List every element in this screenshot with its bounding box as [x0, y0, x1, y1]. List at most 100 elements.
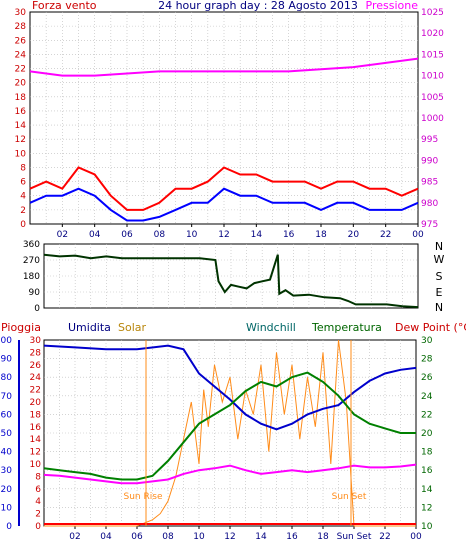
panel3-solar-tick-label: 8 [35, 472, 41, 482]
panel3-right-tick-label: 26 [421, 373, 433, 383]
panel1-left-tick-label: 12 [15, 135, 26, 145]
panel1-right-tick-label: 1025 [421, 8, 444, 18]
panel3-right-tick-label: 20 [421, 429, 433, 439]
panel3-series-line-0 [43, 344, 417, 431]
panel3-right-axis: 10 12 14 16 18 20 22 24 26 28 30 [421, 336, 433, 532]
panel1-series [29, 57, 419, 222]
panel3-series-line-2 [43, 463, 417, 485]
panel3-grid [44, 340, 416, 526]
panel3-x-tick-label: 04 [100, 532, 112, 542]
panel3-solar-tick-label: 30 [30, 336, 42, 346]
panel3-umidita-tick-label: 50 [1, 429, 13, 439]
panel3-solar-tick-label: 26 [30, 361, 42, 371]
panel3-umidita-tick-label: 90 [1, 355, 13, 365]
panel3-umidita-tick-label: 30 [1, 466, 13, 476]
panel1-left-tick-label: 8 [20, 163, 26, 173]
panel2-left-tick-label: 180 [23, 272, 40, 282]
panel3-right-tick-label: 10 [421, 522, 433, 532]
panel3-solar-tick-label: 4 [35, 497, 41, 507]
panel3-x-tick-label: 18 [317, 532, 329, 542]
panel1-x-tick-label: 04 [89, 230, 101, 240]
panel1-x-axis: 02 04 06 08 10 12 14 16 18 20 22 00 [57, 224, 424, 240]
panel1-x-tick-label: 18 [315, 230, 327, 240]
panel1-left-tick-label: 16 [15, 107, 27, 117]
panel2-direction-label: N [435, 301, 443, 314]
panel3-x-tick-label: 10 [193, 532, 205, 542]
panel3-series-line-1 [43, 371, 416, 481]
panel3-x-tick-label: 00 [410, 532, 422, 542]
panel2-left-tick-label: 0 [34, 304, 40, 314]
panel3-solar-tick-label: 14 [30, 435, 42, 445]
panel1-right-tick-label: 1020 [421, 29, 444, 39]
panel1-left-tick-label: 10 [15, 149, 27, 159]
panel1-x-tick-label: 08 [154, 230, 166, 240]
panel1-left-tick-label: 30 [15, 8, 27, 18]
panel1-title: 24 hour graph day : 28 Agosto 2013 [158, 0, 358, 12]
panel1-left-tick-label: 22 [15, 65, 26, 75]
panel1-right-tick-label: 1000 [421, 114, 444, 124]
panel1-left-tick-label: 6 [20, 178, 26, 188]
panel3-x-tick-label: Sun Set [337, 532, 372, 542]
panel3-umidita-tick-label: 70 [1, 392, 13, 402]
panel3-umidita-tick-label: 0 [6, 522, 12, 532]
panel1-right-tick-label: 990 [421, 156, 438, 166]
panel3-solar-tick-label: 0 [35, 522, 41, 532]
panel3-annotations: Sun Rise Sun Set [124, 492, 367, 502]
panel2-left-tick-label: 270 [23, 256, 40, 266]
panel3-solar-tick-label: 22 [30, 386, 41, 396]
panel3-umidita-axis: 0 10 20 30 40 50 60 70 80 90 100 [0, 336, 20, 532]
panel1-x-tick-label: 16 [283, 230, 295, 240]
panel2-left-tick-label: 90 [29, 288, 41, 298]
panel3-umidita-tick-label: 80 [1, 373, 13, 383]
panel3-solar-tick-label: 2 [35, 510, 41, 520]
panel1-x-tick-label: 02 [57, 230, 68, 240]
panel3-umidita-tick-label: 10 [1, 503, 13, 513]
panel3-x-tick-label: 12 [224, 532, 235, 542]
panel2-direction-label: E [436, 286, 443, 299]
panel3-umidita-tick-label: 40 [1, 448, 13, 458]
panel3-x-tick-label: 06 [131, 532, 143, 542]
panel3-series-label: Umidita [68, 321, 111, 334]
panel1-x-tick-label: 14 [251, 230, 263, 240]
panel1-right-tick-label: 985 [421, 178, 438, 188]
panel3-solar-tick-label: 10 [30, 460, 42, 470]
panel2-direction-label: N [435, 240, 443, 253]
panel3-series-label: Solar [118, 321, 147, 334]
panel1-x-tick-label: 20 [348, 230, 360, 240]
panel1-right-tick-label: 1010 [421, 72, 444, 82]
panel1-right-tick-label: 975 [421, 220, 438, 230]
panel3-series-line-3 [44, 339, 416, 527]
panel3-series-label: Temperatura [311, 321, 382, 334]
panel1-left-tick-label: 2 [20, 206, 26, 216]
panel3-umidita-tick-label: 20 [1, 485, 13, 495]
panel3-x-tick-label: 22 [379, 532, 390, 542]
panel3-x-tick-label: 08 [162, 532, 174, 542]
panel1-left-tick-label: 26 [15, 36, 27, 46]
panel1-right-tick-label: 1005 [421, 93, 444, 103]
panel2-series-line-0 [43, 253, 419, 309]
panel3-series-labels: Pioggia Umidita Solar Windchill Temperatura D… [1, 321, 466, 334]
panel3-solar-tick-label: 6 [35, 485, 41, 495]
panel1-left-tick-label: 18 [15, 93, 27, 103]
panel3-umidita-tick-label: 100 [0, 336, 12, 346]
panel1-right-tick-label: 995 [421, 135, 438, 145]
panel2-direction-label: W [434, 253, 445, 266]
panel3-solar-tick-label: 12 [30, 448, 41, 458]
panel1-right-label: Pressione [366, 0, 419, 12]
panel1-right-tick-label: 1015 [421, 50, 444, 60]
panel2-left-axis: 0 90 180 270 360 [23, 240, 40, 314]
panel1-left-label: Forza vento [32, 0, 97, 12]
panel3-right-tick-label: 18 [421, 448, 433, 458]
panel1-left-tick-label: 24 [15, 50, 27, 60]
panel3-solar-tick-label: 28 [30, 348, 42, 358]
panel1-series-line-0 [29, 166, 419, 211]
panel3-x-tick-label: 16 [286, 532, 298, 542]
panel3-x-tick-label: 02 [69, 532, 80, 542]
panel1-left-tick-label: 4 [20, 192, 26, 202]
panel3-x-tick-label: 14 [255, 532, 267, 542]
panel3-solar-tick-label: 18 [30, 410, 42, 420]
panel1-left-tick-label: 0 [20, 220, 26, 230]
panel3-right-tick-label: 16 [421, 466, 433, 476]
